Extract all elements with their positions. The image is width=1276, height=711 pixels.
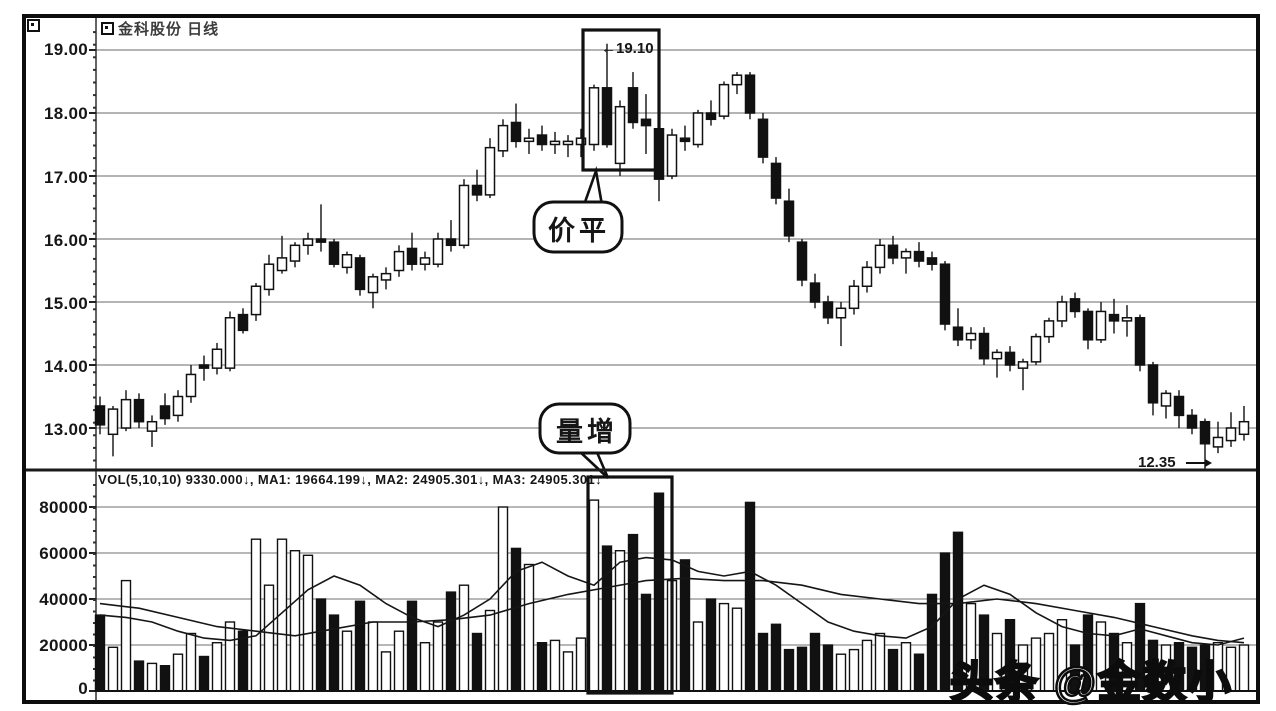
- price-axis-label: 13.00: [43, 420, 88, 439]
- watermark-text: 头条 @金数小陈: [949, 658, 1233, 709]
- volume-axis-label: 0: [78, 679, 88, 698]
- price-axis-label: 15.00: [43, 294, 88, 313]
- chart-icon[interactable]: [101, 22, 114, 35]
- volume-axis-label: 60000: [39, 544, 88, 563]
- price-axis-label: 14.00: [43, 357, 88, 376]
- volume-axis-label: 40000: [39, 590, 88, 609]
- volume-axis-label: 80000: [39, 498, 88, 517]
- last-price-label: 12.35: [1138, 454, 1176, 471]
- window-icon[interactable]: [27, 19, 40, 32]
- volume-indicator-readout: VOL(5,10,10) 9330.000↓, MA1: 19664.199↓,…: [98, 472, 602, 487]
- price-flat-callout-text: 价平: [548, 216, 610, 246]
- high-price-label: ←19.10: [601, 40, 654, 57]
- price-axis-label: 18.00: [43, 104, 88, 123]
- volume-up-callout-text: 量增: [556, 417, 618, 447]
- price-axis-label: 17.00: [43, 168, 88, 187]
- price-axis-label: 16.00: [43, 231, 88, 250]
- volume-axis-label: 20000: [39, 636, 88, 655]
- price-axis-label: 19.00: [43, 40, 88, 59]
- chart-title: 金科股份 日线: [118, 21, 220, 38]
